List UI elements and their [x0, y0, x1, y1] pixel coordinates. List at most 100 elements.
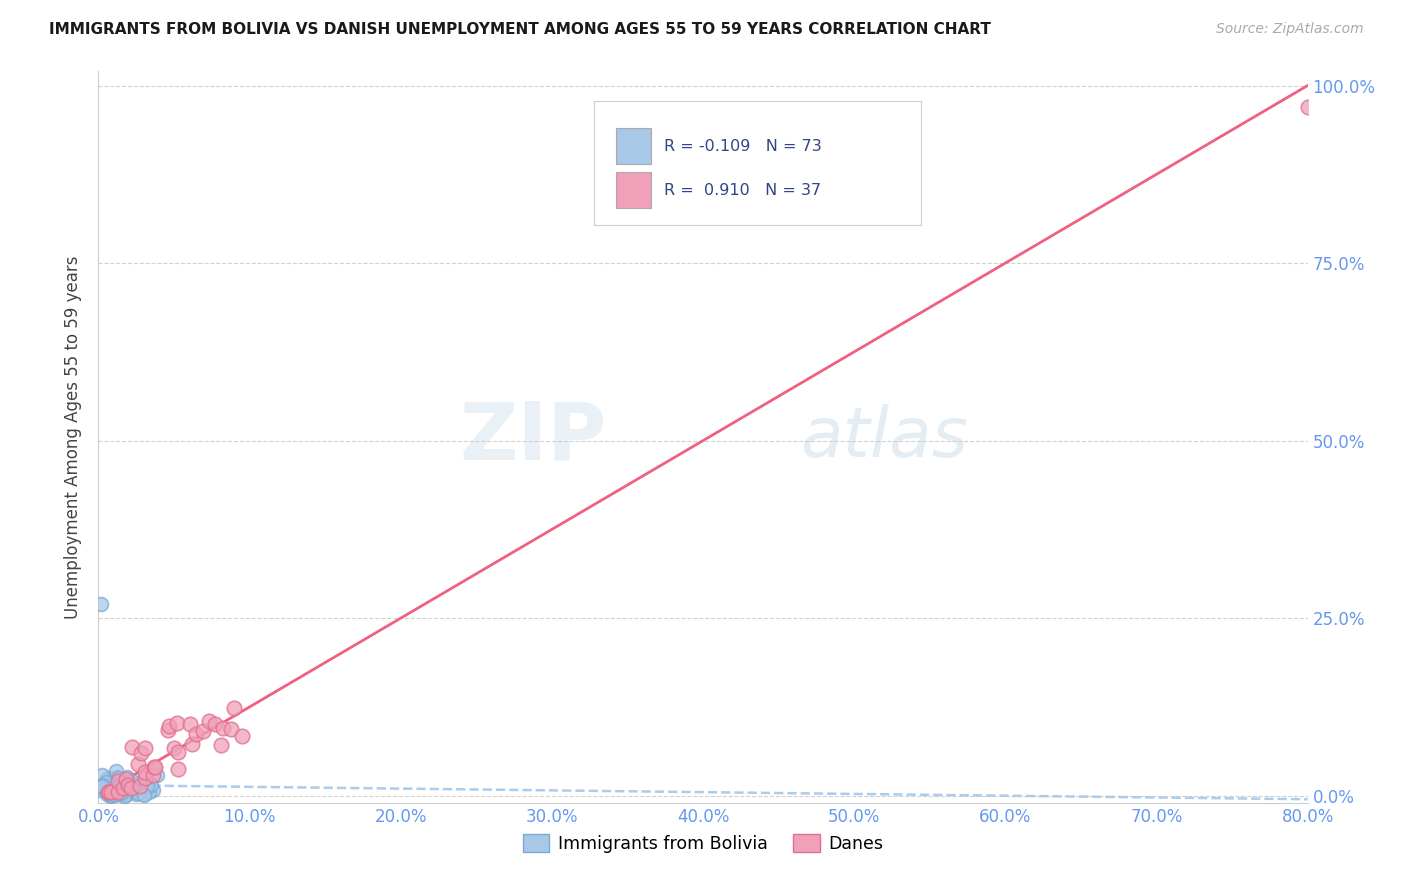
Point — [101, 788, 124, 802]
Point — [96, 787, 118, 801]
Point — [90, 779, 112, 793]
Point — [100, 780, 122, 795]
Point — [107, 773, 129, 788]
Y-axis label: Unemployment Among Ages 55 to 59 years: Unemployment Among Ages 55 to 59 years — [63, 255, 82, 619]
Point — [103, 778, 125, 792]
Point — [89, 783, 111, 797]
Point — [117, 775, 139, 789]
Point — [114, 785, 136, 799]
Point — [91, 768, 114, 782]
Point — [100, 785, 122, 799]
Point — [115, 788, 138, 802]
Point — [112, 789, 135, 803]
Point — [136, 779, 159, 793]
Point — [98, 789, 121, 803]
Point — [166, 715, 188, 730]
Point — [121, 774, 143, 789]
Point — [136, 782, 159, 797]
Point — [98, 785, 121, 799]
Point — [103, 787, 125, 801]
Point — [101, 787, 124, 801]
FancyBboxPatch shape — [595, 101, 921, 225]
Point — [105, 777, 128, 791]
Point — [142, 760, 165, 774]
Point — [166, 745, 188, 759]
Point — [97, 777, 120, 791]
Point — [132, 787, 155, 801]
Point — [103, 779, 125, 793]
Point — [138, 785, 160, 799]
Point — [107, 783, 129, 797]
Point — [127, 786, 149, 800]
Text: Source: ZipAtlas.com: Source: ZipAtlas.com — [1216, 22, 1364, 37]
Point — [93, 781, 115, 796]
Point — [104, 781, 127, 796]
Point — [142, 767, 165, 781]
Point — [107, 771, 129, 785]
Point — [114, 780, 136, 795]
Text: R = -0.109   N = 73: R = -0.109 N = 73 — [664, 139, 823, 154]
Point — [98, 779, 121, 793]
Point — [108, 783, 131, 797]
Point — [94, 780, 117, 794]
Point — [98, 788, 121, 802]
Point — [104, 785, 127, 799]
Point — [98, 786, 121, 800]
Point — [224, 700, 246, 714]
Point — [100, 780, 122, 794]
Point — [111, 787, 134, 801]
Point — [96, 775, 118, 789]
Point — [1296, 100, 1319, 114]
Point — [146, 768, 169, 782]
Point — [120, 780, 142, 795]
Point — [204, 716, 226, 731]
Point — [105, 785, 128, 799]
Point — [231, 729, 253, 743]
Point — [166, 762, 188, 776]
Point — [110, 786, 132, 800]
Point — [124, 777, 146, 791]
Point — [111, 781, 134, 796]
Point — [141, 778, 163, 792]
Point — [134, 771, 156, 785]
Point — [163, 741, 186, 756]
FancyBboxPatch shape — [616, 172, 651, 208]
Point — [91, 780, 114, 794]
Point — [121, 739, 143, 754]
Point — [134, 740, 156, 755]
Point — [115, 772, 138, 787]
Point — [132, 788, 155, 802]
Point — [101, 786, 124, 800]
Point — [197, 714, 219, 729]
Legend: Immigrants from Bolivia, Danes: Immigrants from Bolivia, Danes — [516, 827, 890, 860]
Point — [110, 776, 132, 790]
Point — [104, 764, 127, 778]
Point — [184, 727, 207, 741]
Point — [156, 723, 179, 738]
Point — [98, 782, 121, 797]
Point — [96, 772, 118, 786]
Point — [191, 724, 214, 739]
Point — [98, 780, 121, 794]
Point — [105, 770, 128, 784]
Point — [127, 757, 149, 772]
Point — [143, 760, 166, 774]
Point — [100, 782, 122, 797]
Point — [142, 783, 165, 797]
FancyBboxPatch shape — [616, 128, 651, 164]
Point — [181, 737, 204, 751]
Point — [110, 781, 132, 796]
Text: ZIP: ZIP — [458, 398, 606, 476]
Point — [115, 784, 138, 798]
Point — [100, 789, 122, 803]
Point — [97, 771, 120, 785]
Point — [115, 770, 138, 784]
Point — [219, 722, 242, 736]
Point — [90, 597, 112, 611]
Point — [128, 779, 150, 793]
Point — [125, 782, 148, 797]
Text: IMMIGRANTS FROM BOLIVIA VS DANISH UNEMPLOYMENT AMONG AGES 55 TO 59 YEARS CORRELA: IMMIGRANTS FROM BOLIVIA VS DANISH UNEMPL… — [49, 22, 991, 37]
Point — [117, 778, 139, 792]
Point — [157, 719, 180, 733]
Point — [101, 779, 124, 793]
